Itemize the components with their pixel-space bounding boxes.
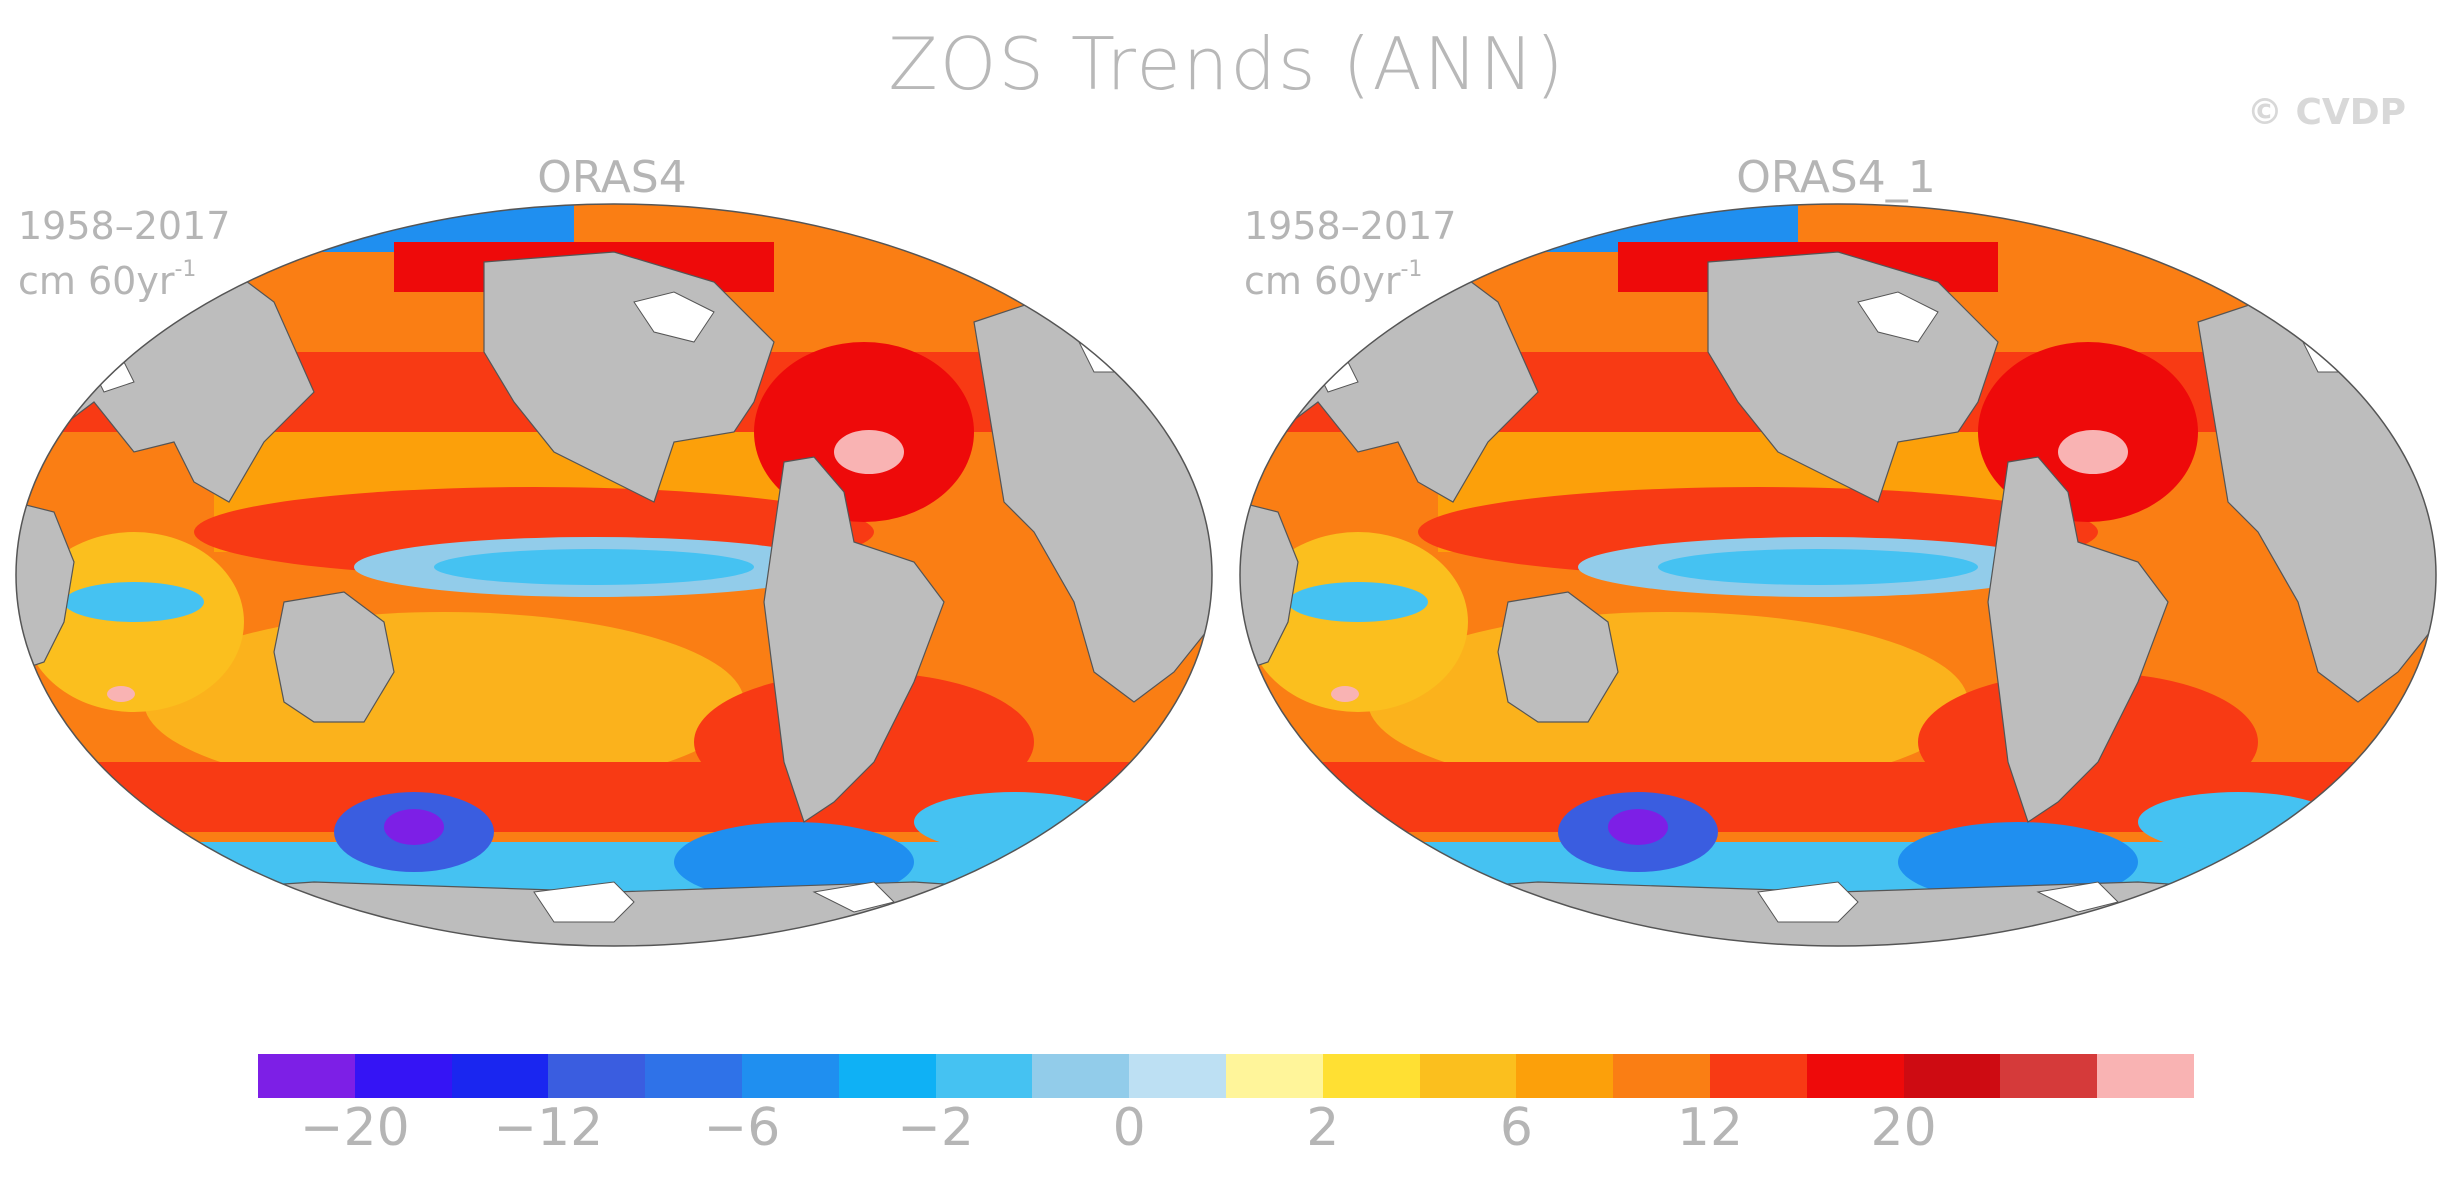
colorbar-segment [645,1054,742,1098]
panel-title-oras4-1: ORAS4_1 [1736,152,1936,203]
colorbar-tick-label: 0 [1112,1098,1146,1158]
world-map-oras4-1 [1239,203,2437,947]
colorbar-segment [2097,1054,2194,1098]
colorbar-segment [935,1054,1033,1098]
panel-period-oras4: 1958–2017 cm 60yr-1 [18,204,230,303]
colorbar-segment [1516,1054,1614,1098]
colorbar-segment [451,1054,549,1098]
colorbar-tick-label: −20 [299,1098,410,1158]
colorbar-segment [1613,1054,1710,1098]
colorbar-tick-label: 6 [1499,1098,1533,1158]
colorbar-segment [1806,1054,1904,1098]
world-map-oras4 [15,203,1213,947]
colorbar-tick-label: 2 [1306,1098,1340,1158]
colorbar-tick-label: 12 [1676,1098,1744,1158]
colorbar-segment [1419,1054,1517,1098]
colorbar-segment [1032,1054,1130,1098]
colorbar-segment [2000,1054,2098,1098]
colorbar-segment [258,1054,355,1098]
colorbar-segment [741,1054,839,1098]
colorbar-segment [354,1054,452,1098]
colorbar-segment [838,1054,936,1098]
figure-title: ZOS Trends (ANN) [888,22,1566,106]
period-label: 1958–2017 [18,204,231,248]
colorbar-tick-label: 20 [1870,1098,1937,1158]
colorbar-segment [1903,1054,2001,1098]
colorbar-tick-label: −12 [493,1098,604,1158]
cvdp-watermark: © CVDP [2246,92,2406,133]
units-label: cm 60yr-1 [1244,257,1423,303]
panel-title-oras4: ORAS4 [537,152,687,203]
colorbar-segment [1129,1054,1226,1098]
period-label: 1958–2017 [1244,204,1457,248]
colorbar-tick-label: −6 [703,1098,781,1158]
colorbar-segment [1322,1054,1420,1098]
colorbar-tick-label: −2 [897,1098,974,1158]
units-label: cm 60yr-1 [18,257,197,303]
colorbar-segment [1225,1054,1323,1098]
panel-period-oras4-1: 1958–2017 cm 60yr-1 [1244,204,1456,303]
colorbar [258,1054,2194,1098]
colorbar-segment [1709,1054,1807,1098]
colorbar-segment [548,1054,646,1098]
